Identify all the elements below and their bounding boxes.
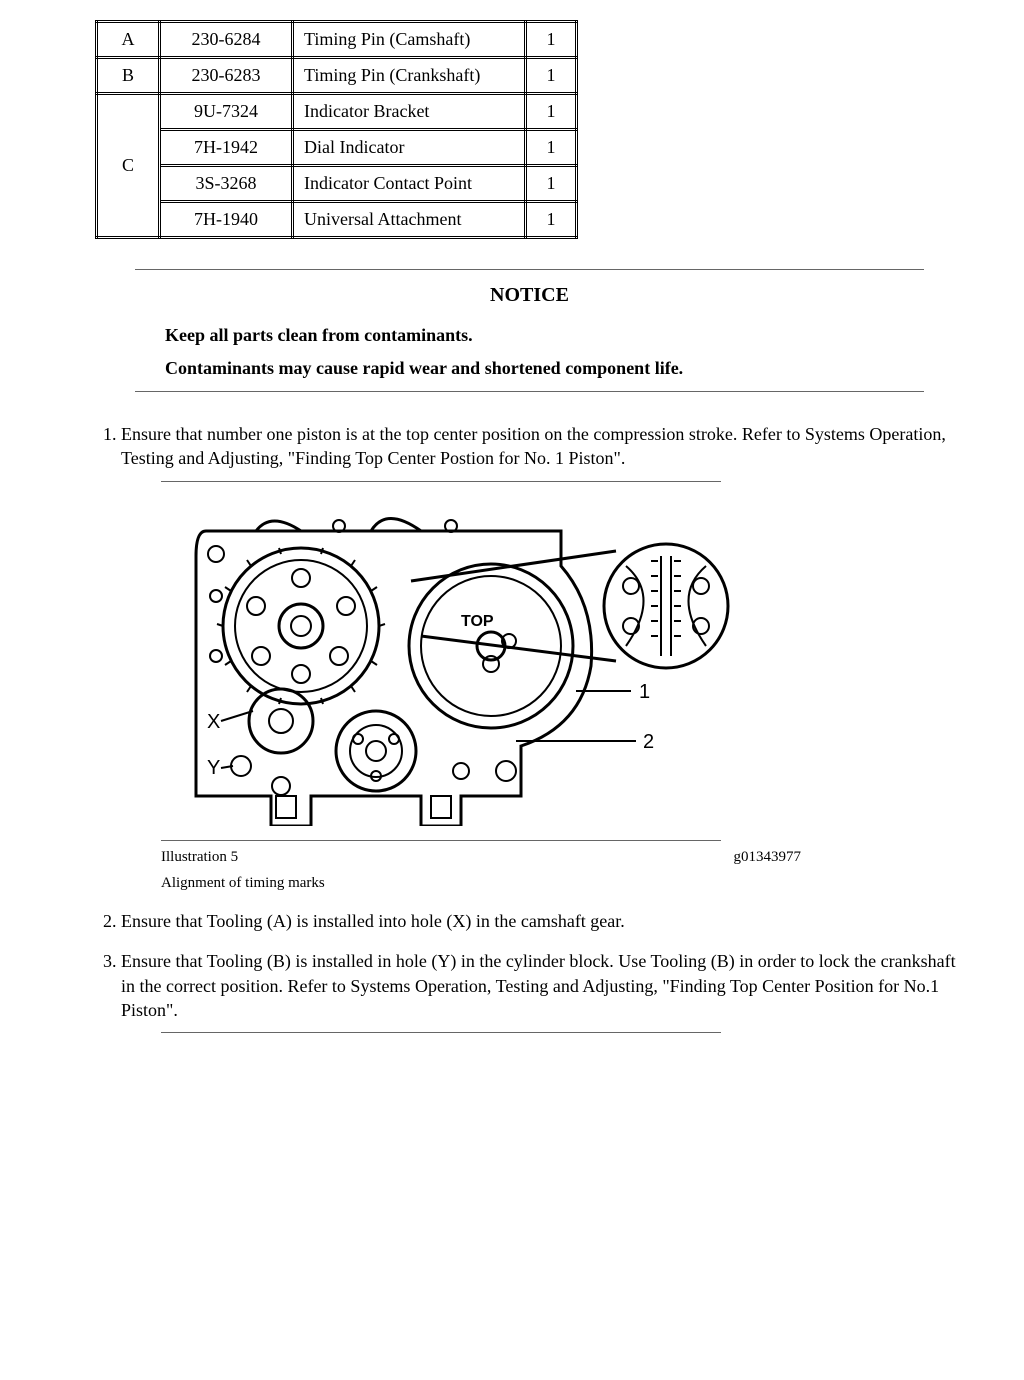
- cell-qty: 1: [526, 94, 577, 130]
- timing-diagram: TOP: [161, 496, 751, 826]
- cell-desc: Indicator Contact Point: [293, 166, 526, 202]
- cell-desc: Indicator Bracket: [293, 94, 526, 130]
- notice-line: Contaminants may cause rapid wear and sh…: [165, 358, 924, 379]
- divider: [161, 1032, 721, 1033]
- cell-desc: Universal Attachment: [293, 202, 526, 238]
- tooling-table: A 230-6284 Timing Pin (Camshaft) 1 B 230…: [95, 20, 578, 239]
- illustration-block: [161, 1032, 964, 1033]
- divider: [161, 840, 721, 841]
- cell-letter: C: [97, 94, 160, 238]
- cell-qty: 1: [526, 166, 577, 202]
- callout-2: 2: [643, 731, 654, 753]
- notice-title: NOTICE: [135, 284, 924, 307]
- step-text: Ensure that number one piston is at the …: [121, 424, 946, 468]
- step-item: Ensure that number one piston is at the …: [121, 422, 964, 893]
- cell-letter: A: [97, 22, 160, 58]
- cell-part: 230-6283: [160, 58, 293, 94]
- cell-qty: 1: [526, 202, 577, 238]
- callout-1: 1: [639, 681, 650, 703]
- procedure-steps: Ensure that number one piston is at the …: [95, 422, 964, 1033]
- cell-part: 3S-3268: [160, 166, 293, 202]
- cell-qty: 1: [526, 130, 577, 166]
- cell-part: 7H-1942: [160, 130, 293, 166]
- cell-desc: Timing Pin (Camshaft): [293, 22, 526, 58]
- illustration-label: Illustration 5: [161, 847, 238, 867]
- illustration-block: TOP: [161, 481, 964, 894]
- divider: [135, 391, 924, 392]
- step-item: Ensure that Tooling (B) is installed in …: [121, 949, 964, 1033]
- step-text: Ensure that Tooling (A) is installed int…: [121, 911, 625, 931]
- step-text: Ensure that Tooling (B) is installed in …: [121, 951, 956, 1020]
- cell-part: 7H-1940: [160, 202, 293, 238]
- step-item: Ensure that Tooling (A) is installed int…: [121, 909, 964, 933]
- divider: [161, 481, 721, 482]
- cell-qty: 1: [526, 22, 577, 58]
- notice-line: Keep all parts clean from contaminants.: [165, 325, 924, 346]
- cell-part: 230-6284: [160, 22, 293, 58]
- label-y: Y: [207, 757, 220, 779]
- notice-block: NOTICE Keep all parts clean from contami…: [135, 269, 924, 392]
- cell-letter: B: [97, 58, 160, 94]
- cell-qty: 1: [526, 58, 577, 94]
- illustration-caption: Alignment of timing marks: [161, 873, 964, 893]
- label-top: TOP: [461, 613, 494, 630]
- divider: [135, 269, 924, 270]
- cell-part: 9U-7324: [160, 94, 293, 130]
- cell-desc: Dial Indicator: [293, 130, 526, 166]
- label-x: X: [207, 711, 220, 733]
- illustration-code: g01343977: [734, 847, 802, 867]
- cell-desc: Timing Pin (Crankshaft): [293, 58, 526, 94]
